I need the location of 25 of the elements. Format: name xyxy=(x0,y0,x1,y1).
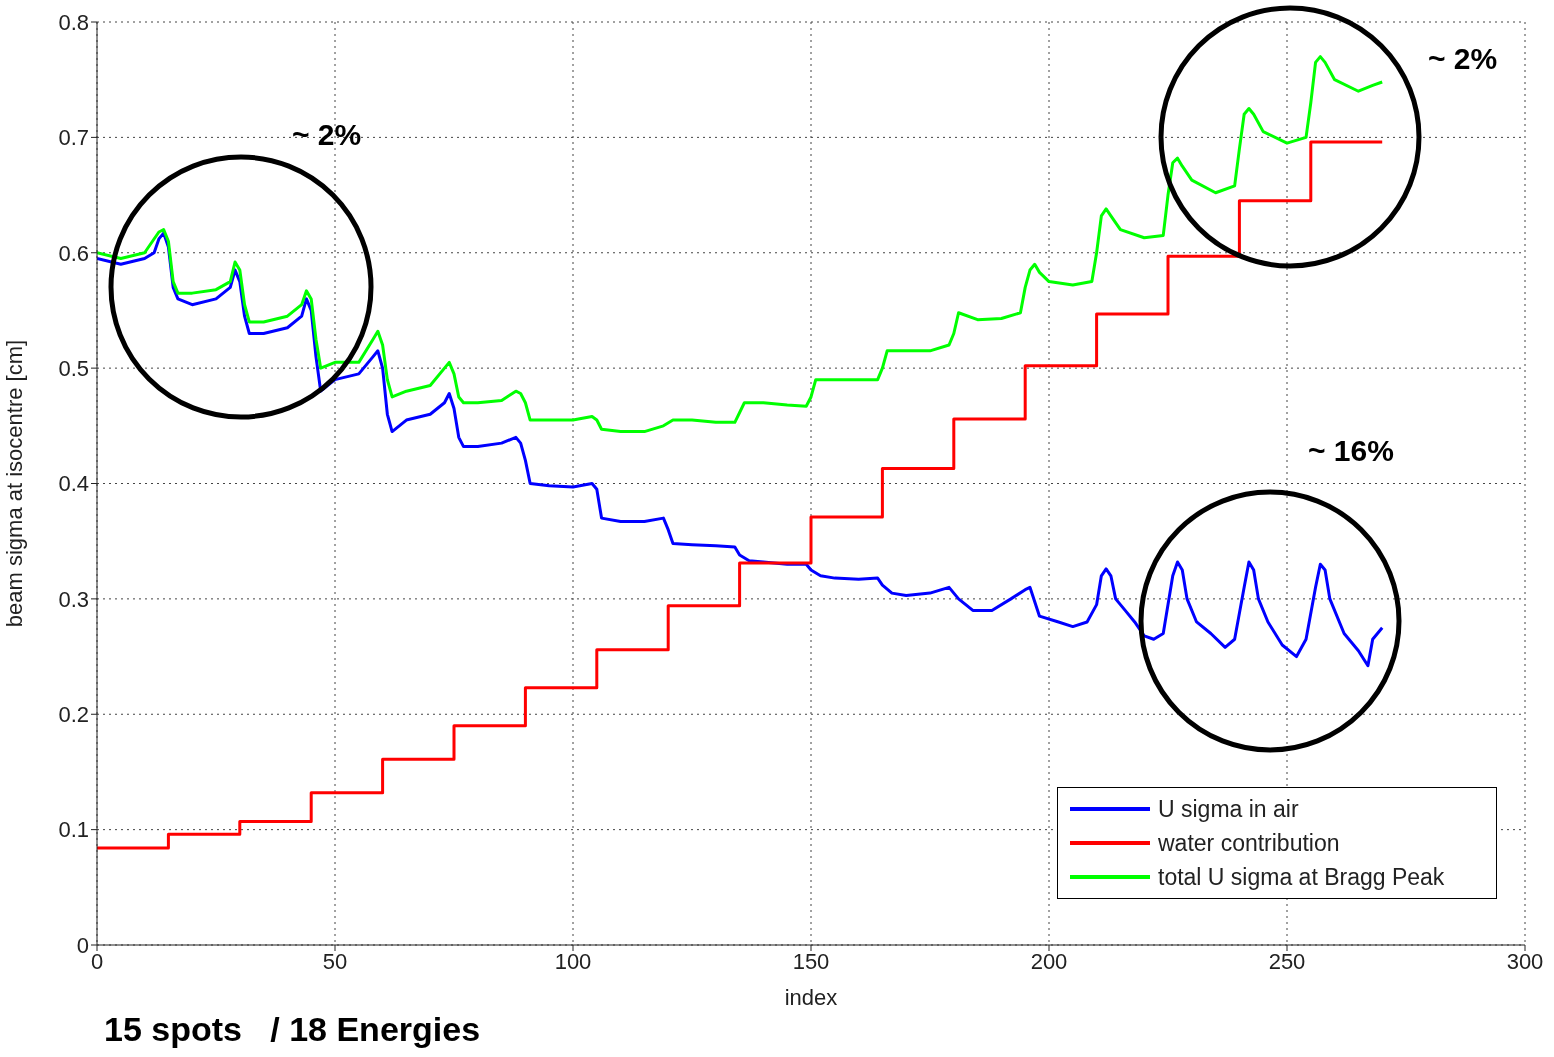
y-tick-label: 0.1 xyxy=(58,817,89,843)
annotation: ~ 2% xyxy=(292,118,362,152)
y-tick-label: 0.7 xyxy=(58,125,89,151)
annotation: ~ 16% xyxy=(1308,434,1394,468)
y-axis-title: beam sigma at isocentre [cm] xyxy=(1,339,27,628)
legend-label: U sigma in air xyxy=(1158,795,1299,823)
x-tick-label: 100 xyxy=(554,948,592,974)
x-axis-title: index xyxy=(784,985,838,1010)
y-tick-label: 0.3 xyxy=(58,586,89,612)
x-tick-label: 250 xyxy=(1268,948,1306,974)
y-tick-label: 0 xyxy=(76,932,89,958)
legend-label: total U sigma at Bragg Peak xyxy=(1158,863,1445,891)
y-tick-label: 0.2 xyxy=(58,702,89,728)
x-tick-label: 50 xyxy=(322,948,348,974)
text: 15 spots / 18 Energies xyxy=(104,1010,481,1049)
y-tick-label: 0.8 xyxy=(58,9,89,35)
y-tick-label: 0.6 xyxy=(58,240,89,266)
line-series xyxy=(97,55,1384,434)
y-tick-label: 0.5 xyxy=(58,355,89,381)
annotation: ~ 2% xyxy=(1428,42,1498,76)
x-tick-label: 150 xyxy=(792,948,830,974)
y-tick-label: 0.4 xyxy=(58,471,89,497)
x-tick-label: 300 xyxy=(1506,948,1544,974)
legend-label: water contribution xyxy=(1158,829,1340,857)
x-tick-label: 200 xyxy=(1030,948,1068,974)
